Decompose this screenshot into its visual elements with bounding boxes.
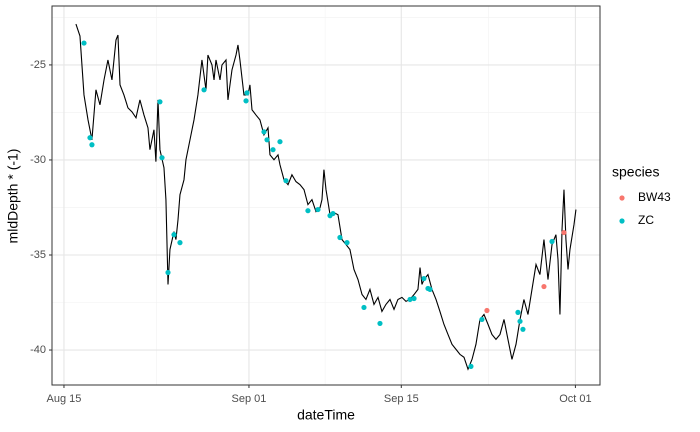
legend-marker	[619, 218, 625, 224]
point	[479, 316, 485, 323]
point	[411, 295, 417, 302]
point	[87, 135, 93, 141]
point	[468, 363, 474, 369]
point	[484, 307, 490, 314]
point	[517, 318, 523, 324]
point	[177, 240, 183, 246]
x-tick-label: Aug 15	[47, 393, 82, 405]
y-axis-title: mldDepth * (-1)	[5, 149, 21, 244]
y-tick-label: -40	[30, 344, 46, 356]
point	[549, 238, 555, 245]
point	[171, 232, 177, 238]
point	[165, 269, 171, 276]
point	[515, 309, 521, 315]
point	[520, 326, 526, 332]
legend-title: species	[612, 164, 659, 180]
x-tick-label: Oct 01	[559, 393, 591, 405]
point	[244, 90, 250, 96]
point	[270, 147, 276, 153]
point	[541, 283, 547, 290]
depth-line	[75, 23, 577, 371]
x-tick-label: Sep 15	[384, 393, 419, 405]
point	[337, 234, 343, 241]
legend-label: ZC	[638, 213, 654, 227]
point	[261, 129, 267, 135]
y-tick-label: -35	[30, 249, 46, 261]
point	[361, 304, 367, 311]
point	[277, 139, 283, 145]
panel-border	[51, 5, 601, 386]
y-tick-label: -25	[30, 59, 46, 71]
point	[427, 286, 433, 292]
point	[377, 320, 383, 327]
legend-marker	[619, 195, 625, 201]
legend-label: BW43	[638, 190, 671, 204]
point	[264, 137, 270, 143]
point	[157, 99, 163, 105]
y-tick-label: -30	[30, 154, 46, 166]
point	[283, 178, 289, 184]
x-axis-title: dateTime	[297, 407, 355, 423]
point	[201, 87, 207, 93]
point	[330, 210, 336, 217]
point	[159, 155, 165, 161]
point	[561, 229, 567, 236]
point	[81, 40, 87, 46]
point	[407, 296, 413, 303]
point	[89, 142, 95, 148]
point	[421, 275, 427, 282]
point	[243, 98, 249, 104]
point	[344, 240, 350, 246]
point	[315, 206, 321, 213]
x-tick-label: Sep 01	[232, 393, 267, 405]
point	[305, 208, 311, 214]
